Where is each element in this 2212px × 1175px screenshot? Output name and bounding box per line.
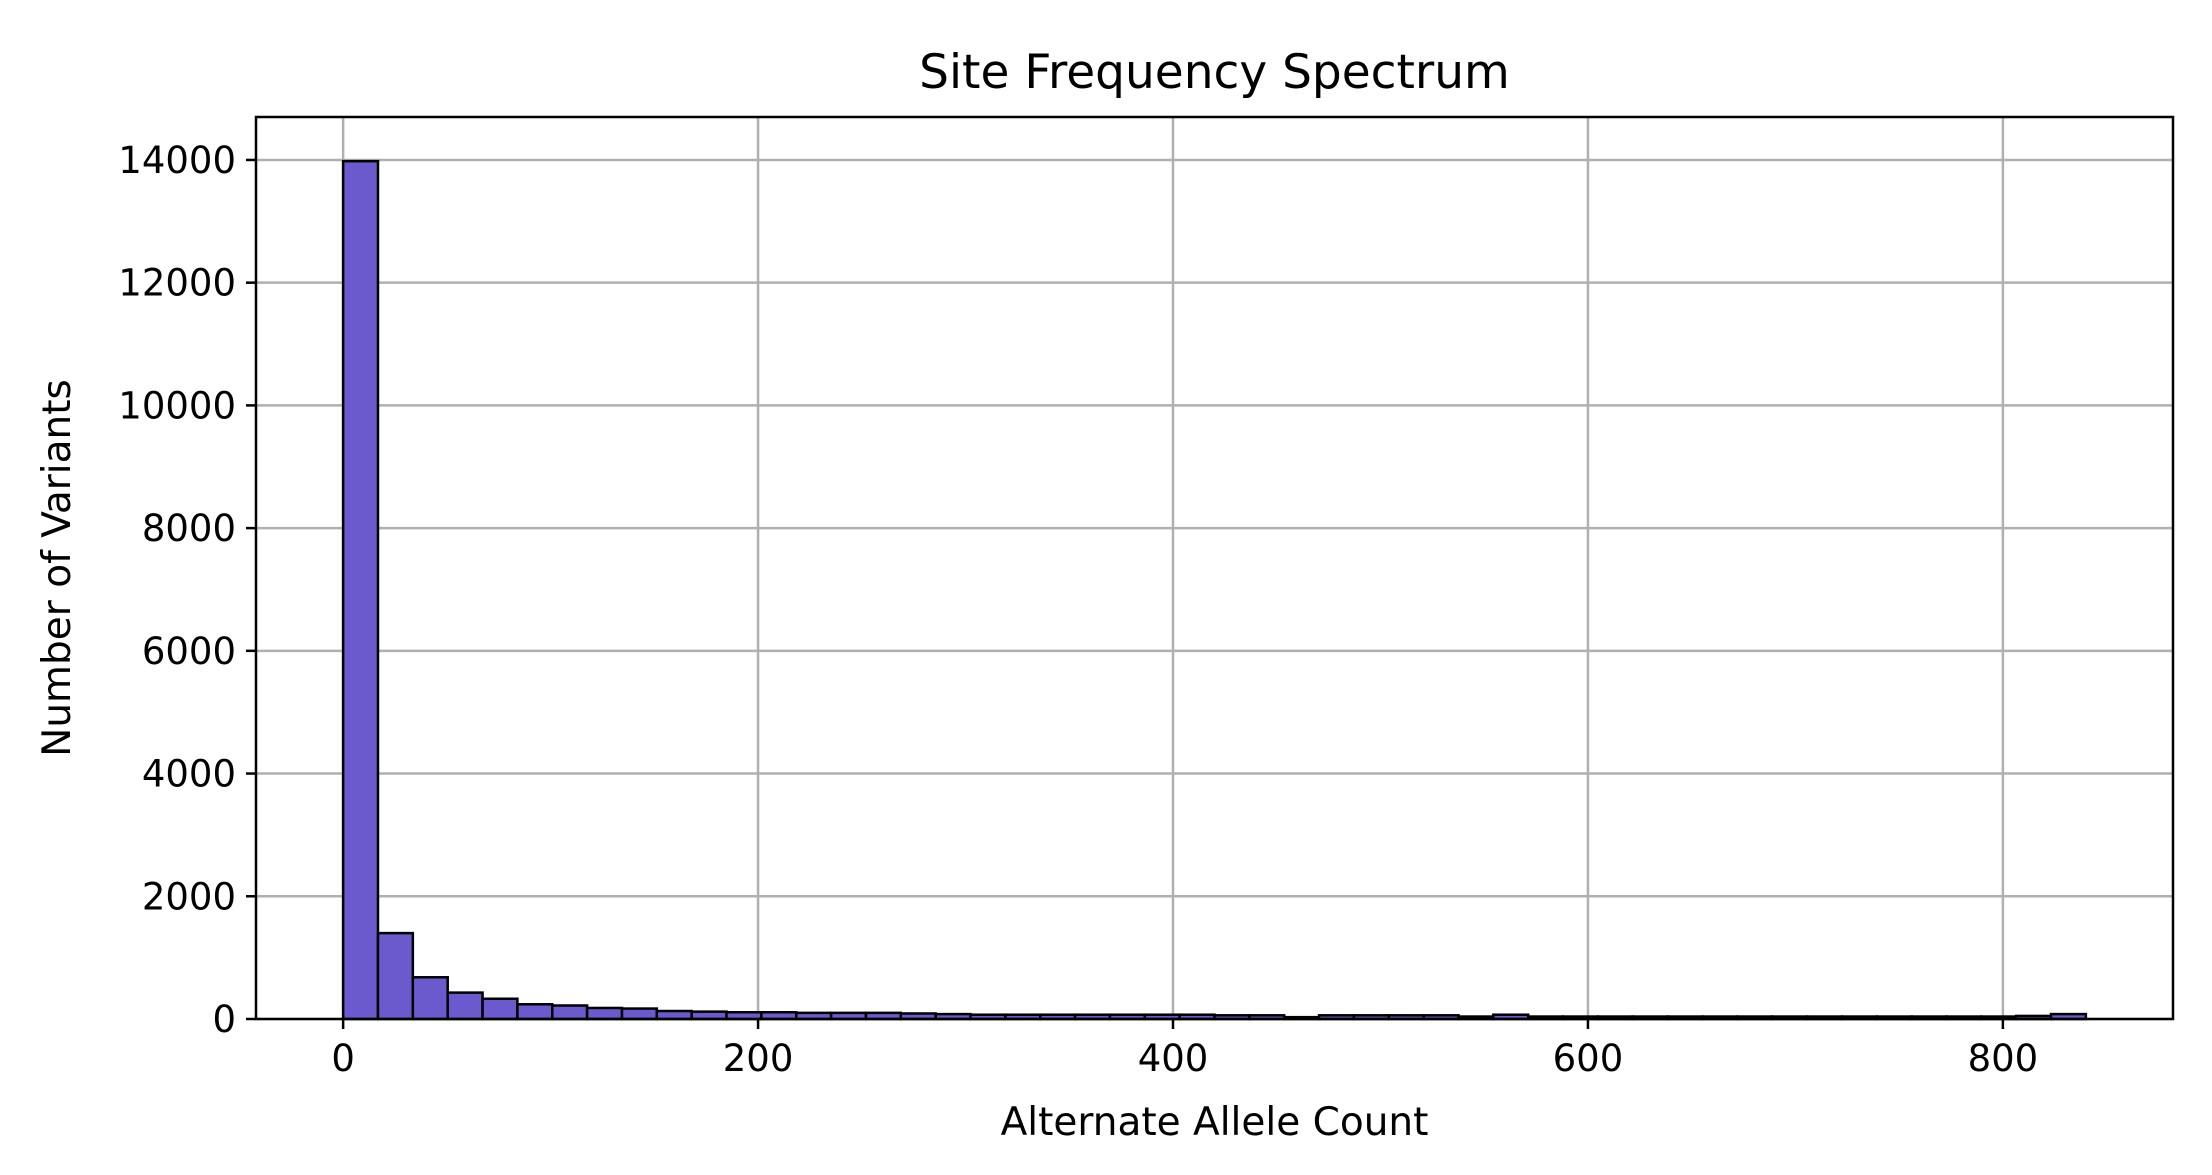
y-tick-label: 12000 [118,262,236,305]
histogram-bar [411,976,449,1021]
chart-title: Site Frequency Spectrum [919,45,1510,100]
x-tick-label: 200 [723,1037,794,1080]
histogram-bar [341,159,380,1021]
x-axis-label: Alternate Allele Count [1001,1100,1429,1145]
y-tick-label: 6000 [142,630,236,673]
y-tick-label: 2000 [142,875,236,918]
x-tick-label: 0 [331,1037,355,1080]
axis-ticks: 0 200 400 600 800020004000600080001000012000… [118,139,2038,1080]
histogram-bar [585,1006,624,1021]
y-tick-label: 4000 [142,753,236,796]
histogram-bar [446,991,484,1021]
histogram-bar [516,1003,554,1021]
y-tick-label: 14000 [118,139,236,182]
histogram-bar [551,1004,589,1021]
y-axis-label: Number of Variants [35,379,80,757]
axes-frame [254,115,2175,1021]
x-tick-label: 800 [1968,1037,2039,1080]
x-tick-label: 400 [1138,1037,1209,1080]
x-tick-label: 600 [1553,1037,1624,1080]
histogram-bar [376,931,415,1021]
grid-lines [256,117,2173,1021]
y-tick-label: 10000 [118,384,236,427]
y-tick-label: 0 [212,998,236,1041]
histogram-bar [620,1007,659,1021]
histogram-bars [341,159,2088,1021]
histogram-bar [481,997,519,1021]
y-tick-label: 8000 [142,507,236,550]
